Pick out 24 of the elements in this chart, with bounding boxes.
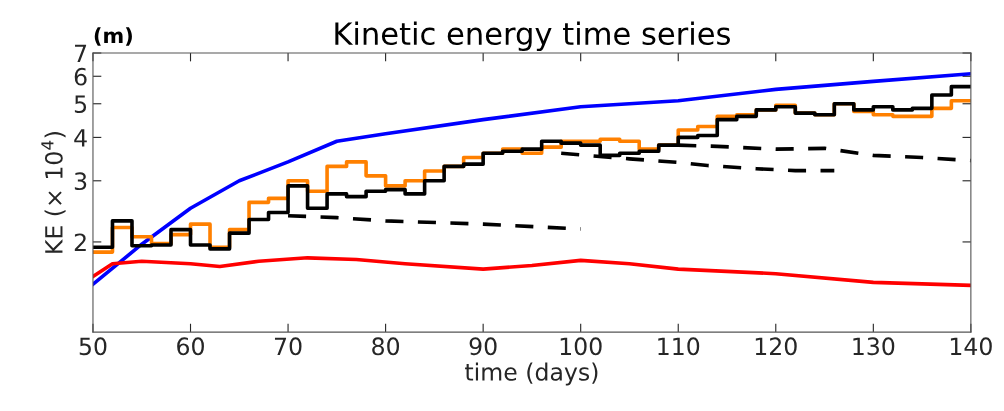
y-axis-title: KE (× 10$^{4}$) <box>41 132 66 253</box>
x-axis-title: time (days) <box>465 362 598 386</box>
y-tick-label: 2 <box>74 233 86 251</box>
y-tick-label: 4 <box>74 129 87 147</box>
x-tick-label: 120 <box>755 337 797 356</box>
x-tick-label: 70 <box>274 337 302 356</box>
line-series <box>92 71 971 287</box>
x-tick-label: 90 <box>469 337 497 356</box>
chart-title: Kinetic energy time series <box>335 21 730 52</box>
line-series <box>559 151 837 173</box>
line-series <box>286 213 583 231</box>
x-tick-label: 50 <box>79 337 107 356</box>
x-tick-label: 80 <box>372 337 400 356</box>
x-tick-label: 140 <box>950 337 992 356</box>
x-tick-label: 100 <box>560 337 602 356</box>
y-tick-label: 5 <box>74 95 87 114</box>
y-tick-label: 3 <box>74 172 87 191</box>
x-tick-label: 130 <box>853 337 895 356</box>
y-tick-label: 6 <box>74 67 87 86</box>
text: (m) <box>94 27 132 46</box>
x-tick-label: 60 <box>177 337 204 356</box>
line-series <box>92 256 971 288</box>
x-tick-label: 110 <box>658 337 700 356</box>
y-tick-label: 7 <box>75 44 87 62</box>
